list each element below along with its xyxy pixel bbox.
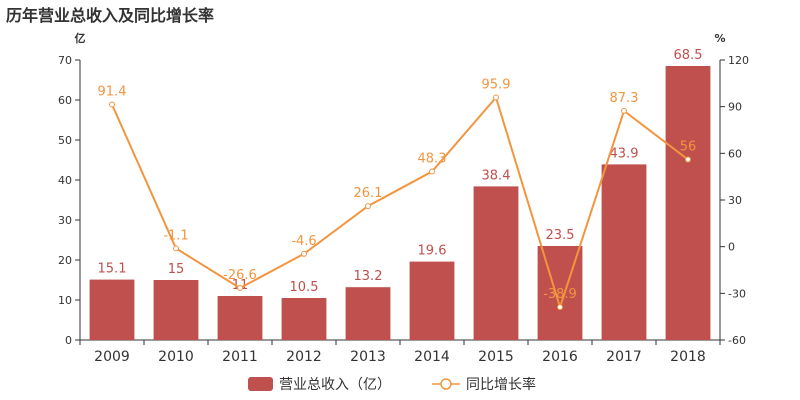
left-tick-label: 70 — [58, 54, 72, 67]
bar-value-label: 68.5 — [674, 48, 703, 63]
left-tick-label: 10 — [58, 294, 72, 307]
bar-value-label: 15.1 — [98, 262, 127, 277]
growth-rate-value-label: 26.1 — [354, 186, 383, 201]
growth-rate-point — [429, 168, 435, 175]
x-tick-label: 2010 — [158, 349, 194, 365]
bar — [665, 66, 711, 340]
right-axis-unit: % — [714, 32, 725, 45]
growth-rate-point — [365, 203, 371, 210]
bar — [89, 279, 135, 340]
growth-rate-value-label: -26.6 — [223, 268, 257, 283]
growth-rate-value-label: 91.4 — [98, 84, 127, 99]
bar-value-label: 43.9 — [610, 146, 639, 161]
left-tick-label: 20 — [58, 254, 72, 267]
left-axis-unit: 亿 — [75, 31, 86, 45]
legend-line-label: 同比增长率 — [466, 376, 536, 393]
growth-rate-point — [173, 245, 179, 252]
x-tick-label: 2014 — [414, 349, 450, 365]
growth-rate-value-label: -38.9 — [543, 287, 577, 302]
bar — [281, 298, 327, 340]
bar-value-label: 15 — [168, 262, 185, 277]
bar — [217, 296, 263, 340]
x-tick-label: 2015 — [478, 349, 514, 365]
bar — [409, 261, 455, 340]
growth-rate-point — [557, 304, 563, 311]
x-tick-label: 2018 — [670, 349, 706, 365]
bar-value-label: 13.2 — [354, 269, 383, 284]
growth-rate-point — [685, 156, 691, 163]
left-tick-label: 40 — [58, 174, 72, 187]
growth-rate-value-label: -1.1 — [163, 228, 188, 243]
legend-line-marker — [440, 378, 452, 390]
left-tick-label: 0 — [65, 334, 72, 347]
growth-rate-point — [301, 250, 307, 257]
right-tick-label: -30 — [728, 287, 746, 300]
bar-value-label: 19.6 — [418, 244, 447, 259]
right-tick-label: 60 — [728, 147, 742, 160]
x-tick-label: 2013 — [350, 349, 386, 365]
growth-rate-point — [237, 285, 243, 292]
growth-rate-value-label: 56 — [680, 140, 697, 155]
right-tick-label: -60 — [728, 334, 746, 347]
growth-rate-point — [493, 94, 499, 101]
left-tick-label: 60 — [58, 94, 72, 107]
legend-bar-label: 营业总收入（亿） — [279, 377, 391, 393]
growth-rate-point — [621, 107, 627, 114]
growth-rate-value-label: 95.9 — [482, 77, 511, 92]
chart-title: 历年营业总收入及同比增长率 — [6, 6, 215, 25]
left-tick-label: 30 — [58, 214, 72, 227]
growth-rate-point — [109, 101, 115, 108]
growth-rate-value-label: 87.3 — [610, 91, 639, 106]
bar-value-label: 38.4 — [482, 168, 511, 183]
x-tick-label: 2012 — [286, 349, 322, 365]
legend-bar-swatch — [248, 377, 273, 391]
growth-rate-line — [111, 95, 689, 311]
bar-value-label: 23.5 — [546, 228, 575, 243]
left-tick-label: 50 — [58, 134, 72, 147]
bar — [153, 280, 199, 340]
bar-value-label: 10.5 — [290, 280, 319, 295]
growth-rate-value-label: -4.6 — [291, 234, 316, 249]
x-tick-label: 2011 — [222, 349, 258, 365]
x-tick-label: 2016 — [542, 349, 578, 365]
x-tick-label: 2009 — [94, 349, 130, 365]
right-tick-label: 30 — [728, 194, 742, 207]
bar — [473, 186, 519, 340]
right-tick-label: 90 — [728, 101, 742, 114]
bar — [345, 287, 391, 340]
x-tick-label: 2017 — [606, 349, 642, 365]
bar — [601, 164, 647, 340]
growth-rate-value-label: 48.3 — [418, 152, 447, 167]
right-tick-label: 0 — [728, 241, 735, 254]
right-tick-label: 120 — [728, 54, 749, 67]
